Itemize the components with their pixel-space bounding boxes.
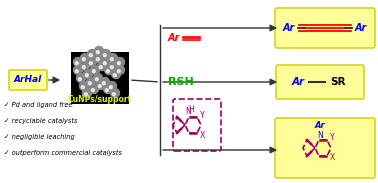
Circle shape [102, 82, 105, 85]
Circle shape [110, 89, 119, 98]
Circle shape [101, 77, 110, 87]
Text: SR: SR [330, 77, 346, 87]
Circle shape [107, 81, 116, 91]
Circle shape [75, 70, 78, 73]
Text: ✓ Pd and ligand free: ✓ Pd and ligand free [4, 102, 73, 108]
Circle shape [117, 62, 120, 65]
Circle shape [81, 61, 90, 70]
Circle shape [108, 53, 118, 63]
Circle shape [84, 93, 87, 96]
FancyBboxPatch shape [275, 8, 375, 48]
Text: Ar: Ar [283, 23, 295, 33]
Circle shape [109, 86, 112, 89]
Text: Y: Y [330, 134, 334, 143]
Text: Ar: Ar [168, 33, 180, 43]
Circle shape [81, 53, 90, 63]
Circle shape [81, 86, 84, 89]
Text: ArHal: ArHal [14, 76, 42, 85]
Circle shape [75, 62, 78, 65]
Circle shape [79, 81, 88, 91]
Circle shape [82, 66, 85, 69]
Circle shape [96, 58, 99, 61]
Text: Ar: Ar [355, 23, 367, 33]
Circle shape [116, 66, 124, 74]
FancyBboxPatch shape [276, 65, 364, 99]
Text: RSH: RSH [168, 77, 194, 87]
Circle shape [90, 85, 99, 94]
Circle shape [117, 70, 120, 73]
Text: CuNPs/support: CuNPs/support [68, 94, 132, 104]
FancyBboxPatch shape [9, 70, 47, 90]
FancyBboxPatch shape [275, 118, 375, 178]
Circle shape [89, 62, 92, 65]
Text: ✓ outperform commercial catalysts: ✓ outperform commercial catalysts [4, 150, 122, 156]
Circle shape [104, 85, 113, 94]
Circle shape [94, 53, 104, 63]
Circle shape [82, 89, 91, 98]
Circle shape [92, 70, 95, 73]
Circle shape [106, 70, 109, 73]
Circle shape [87, 77, 96, 87]
Text: Ar: Ar [291, 77, 305, 87]
Circle shape [95, 78, 98, 81]
Circle shape [104, 66, 113, 74]
Circle shape [102, 57, 110, 66]
Circle shape [93, 74, 102, 83]
Circle shape [84, 70, 93, 79]
Circle shape [96, 81, 105, 89]
Circle shape [105, 89, 108, 92]
Circle shape [73, 57, 82, 66]
Circle shape [85, 74, 88, 77]
Circle shape [108, 61, 118, 70]
Circle shape [99, 66, 102, 69]
Text: X: X [329, 154, 335, 163]
Circle shape [112, 70, 121, 79]
Text: N: N [317, 130, 323, 139]
Text: X: X [199, 130, 204, 139]
Circle shape [103, 62, 106, 65]
Circle shape [91, 89, 94, 92]
Circle shape [87, 49, 96, 59]
Circle shape [73, 66, 82, 74]
Circle shape [110, 58, 113, 61]
Circle shape [116, 57, 124, 66]
Text: N: N [185, 107, 191, 117]
FancyBboxPatch shape [71, 52, 129, 104]
Circle shape [89, 54, 92, 57]
Circle shape [90, 66, 99, 74]
Circle shape [113, 74, 116, 77]
Circle shape [98, 85, 101, 88]
Circle shape [94, 46, 104, 55]
Text: H: H [188, 104, 194, 113]
Circle shape [76, 74, 85, 83]
Circle shape [110, 66, 113, 69]
Circle shape [88, 82, 91, 85]
Circle shape [78, 78, 81, 81]
Circle shape [102, 49, 110, 59]
Circle shape [112, 93, 115, 96]
Circle shape [87, 57, 96, 66]
Circle shape [103, 54, 106, 57]
Text: Ar: Ar [315, 122, 325, 130]
Circle shape [98, 61, 107, 70]
Circle shape [96, 51, 99, 54]
Text: ✓ recyclable catalysts: ✓ recyclable catalysts [4, 118, 77, 124]
Text: ✓ negligible leaching: ✓ negligible leaching [4, 134, 75, 140]
Circle shape [82, 58, 85, 61]
Text: Y: Y [200, 111, 204, 119]
